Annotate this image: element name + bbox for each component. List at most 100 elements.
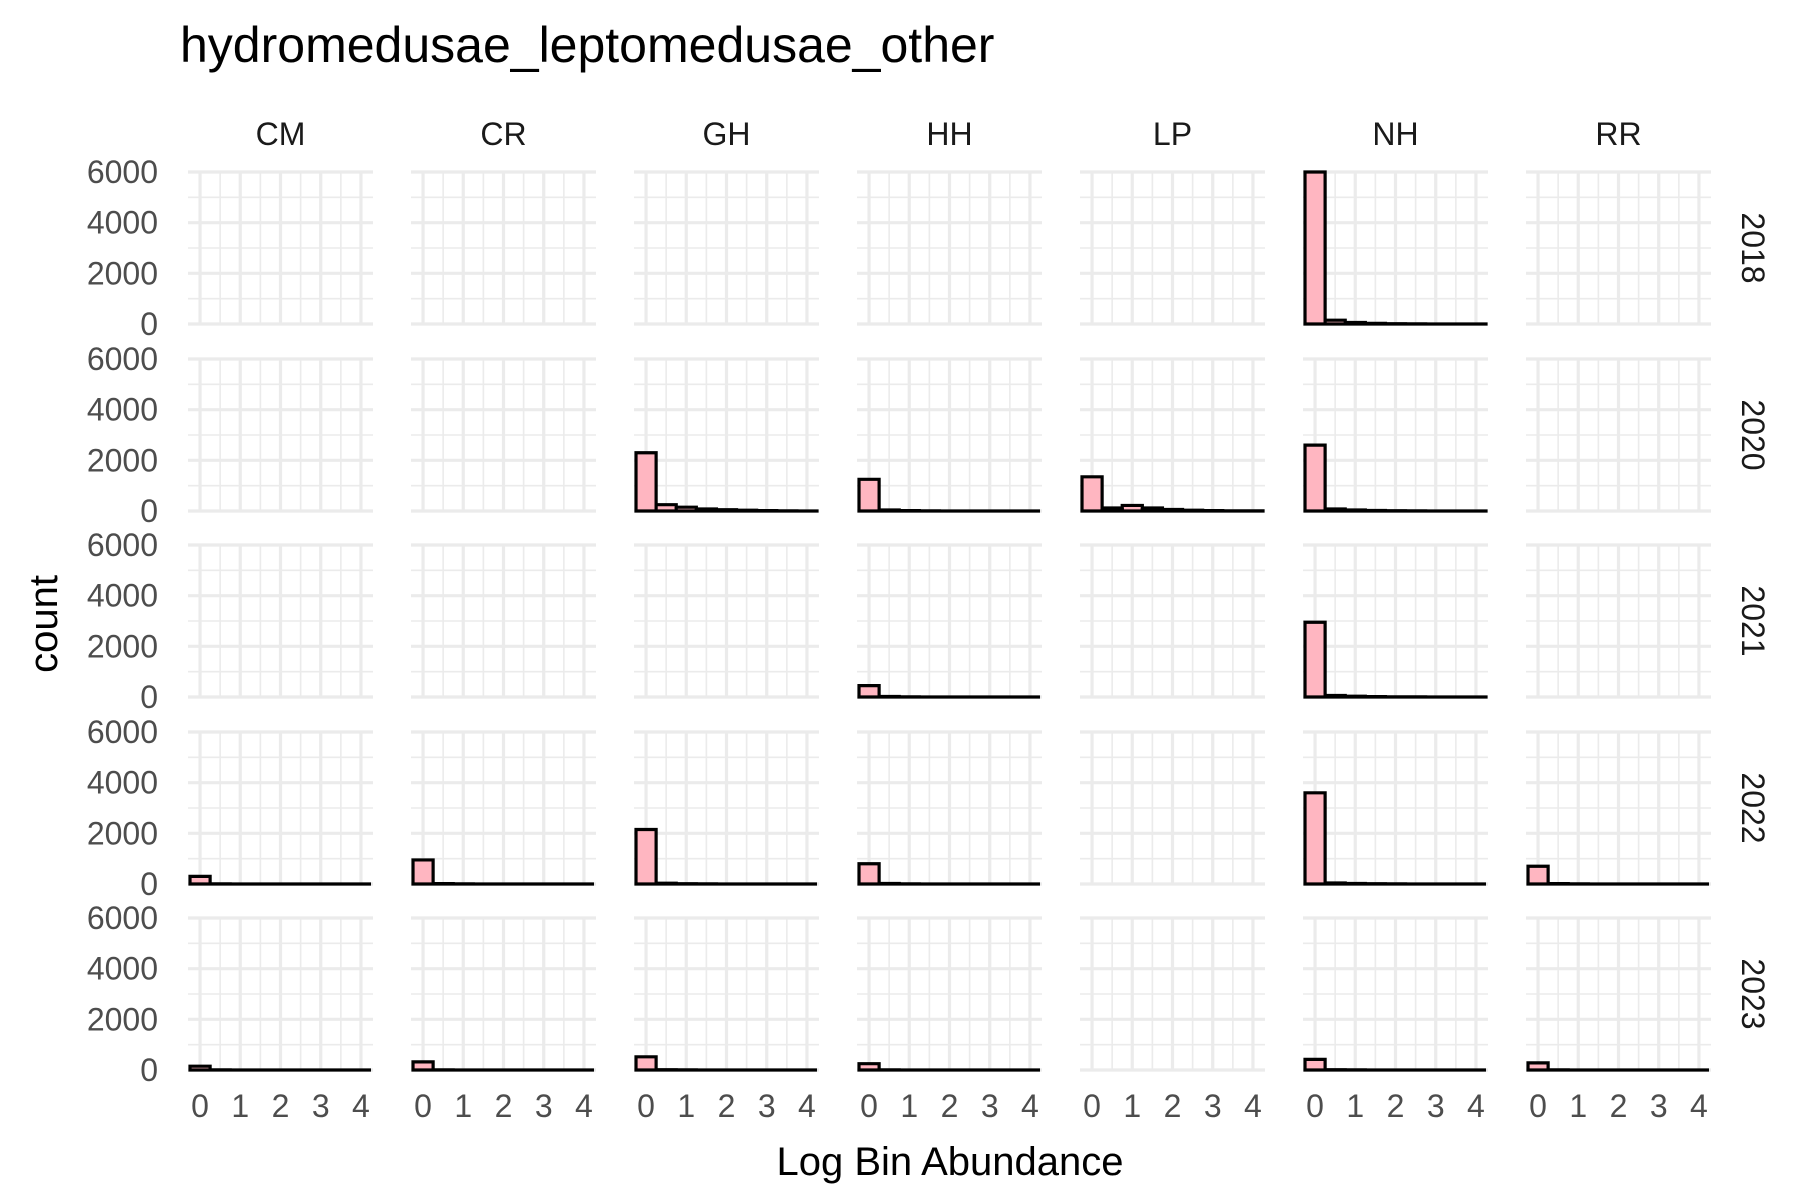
row-strip-label-2022: 2022 bbox=[1735, 772, 1771, 843]
x-tick-label: 4 bbox=[1021, 1088, 1039, 1124]
x-tick-label: 1 bbox=[454, 1088, 472, 1124]
y-tick-label: 0 bbox=[140, 1052, 158, 1088]
x-tick-label: 2 bbox=[1164, 1088, 1182, 1124]
histogram-bar bbox=[859, 1063, 880, 1070]
histogram-bar bbox=[859, 863, 880, 884]
histogram-bar bbox=[1122, 505, 1143, 511]
histogram-outline bbox=[634, 451, 819, 513]
x-tick-label: 3 bbox=[312, 1088, 330, 1124]
facet-panel-CM-2022 bbox=[188, 730, 373, 886]
facet-panel-LP-2023 bbox=[1080, 916, 1265, 1072]
facet-panel-LP-2018 bbox=[1080, 170, 1265, 326]
facet-panel-GH-2021 bbox=[634, 543, 819, 699]
facet-panel-LP-2020 bbox=[1080, 357, 1265, 513]
y-tick-label: 2000 bbox=[87, 1001, 158, 1037]
x-tick-label: 0 bbox=[414, 1088, 432, 1124]
x-tick-label: 4 bbox=[1244, 1088, 1262, 1124]
x-tick-label: 0 bbox=[1083, 1088, 1101, 1124]
x-tick-label: 2 bbox=[1610, 1088, 1628, 1124]
histogram-bar bbox=[859, 685, 880, 697]
histogram-bar bbox=[656, 504, 677, 511]
x-tick-label: 3 bbox=[981, 1088, 999, 1124]
x-tick-label: 0 bbox=[1306, 1088, 1324, 1124]
x-tick-label: 2 bbox=[941, 1088, 959, 1124]
x-tick-label: 0 bbox=[191, 1088, 209, 1124]
y-tick-label: 6000 bbox=[87, 154, 158, 190]
row-strip-label-2018: 2018 bbox=[1735, 212, 1771, 283]
histogram-bar bbox=[1528, 866, 1549, 884]
y-tick-label: 2000 bbox=[87, 628, 158, 664]
histogram-outline bbox=[1303, 620, 1488, 699]
x-tick-label: 0 bbox=[1529, 1088, 1547, 1124]
histogram-bar bbox=[1305, 445, 1326, 511]
facet-panel-HH-2022 bbox=[857, 730, 1042, 886]
facet-panel-LP-2022 bbox=[1080, 730, 1265, 886]
histogram-outline bbox=[1303, 443, 1488, 513]
row-strip-label-2023: 2023 bbox=[1735, 958, 1771, 1029]
facet-panel-RR-2021 bbox=[1526, 543, 1711, 699]
column-strip-label-NH: NH bbox=[1372, 116, 1418, 152]
y-tick-label: 4000 bbox=[87, 392, 158, 428]
histogram-bar bbox=[1305, 622, 1326, 697]
x-tick-label: 2 bbox=[495, 1088, 513, 1124]
facet-panels: 0200040006000201802000400060002020020004… bbox=[87, 116, 1771, 1124]
facet-panel-NH-2021 bbox=[1303, 543, 1488, 699]
column-strip-label-RR: RR bbox=[1595, 116, 1641, 152]
y-tick-label: 2000 bbox=[87, 815, 158, 851]
column-strip-label-CM: CM bbox=[256, 116, 306, 152]
x-tick-label: 2 bbox=[1387, 1088, 1405, 1124]
facet-panel-RR-2022 bbox=[1526, 730, 1711, 886]
y-tick-label: 6000 bbox=[87, 341, 158, 377]
x-tick-label: 2 bbox=[272, 1088, 290, 1124]
column-strip-label-LP: LP bbox=[1153, 116, 1192, 152]
y-tick-label: 4000 bbox=[87, 765, 158, 801]
histogram-bar bbox=[190, 1066, 211, 1070]
x-tick-label: 0 bbox=[637, 1088, 655, 1124]
histogram-outline bbox=[1303, 170, 1488, 326]
x-tick-label: 4 bbox=[1690, 1088, 1708, 1124]
facet-panel-HH-2020 bbox=[857, 357, 1042, 513]
facet-panel-NH-2020 bbox=[1303, 357, 1488, 513]
y-tick-label: 4000 bbox=[87, 578, 158, 614]
histogram-outline bbox=[857, 684, 1040, 699]
facet-panel-RR-2020 bbox=[1526, 357, 1711, 513]
facet-panel-CR-2021 bbox=[411, 543, 596, 699]
histogram-bar bbox=[1305, 172, 1326, 324]
histogram-outline bbox=[411, 858, 594, 886]
y-tick-label: 0 bbox=[140, 306, 158, 342]
column-strip-label-HH: HH bbox=[926, 116, 972, 152]
histogram-bar bbox=[1305, 792, 1326, 884]
histogram-bar bbox=[413, 859, 434, 884]
histogram-outline bbox=[857, 1062, 1040, 1072]
facet-panel-GH-2023 bbox=[634, 916, 819, 1072]
histogram-outline bbox=[634, 1055, 817, 1072]
facet-panel-NH-2018 bbox=[1303, 170, 1488, 326]
x-tick-label: 4 bbox=[575, 1088, 593, 1124]
histogram-outline bbox=[1526, 864, 1709, 886]
facet-panel-CM-2023 bbox=[188, 916, 373, 1072]
histogram-bar bbox=[636, 829, 657, 884]
chart-title: hydromedusae_leptomedusae_other bbox=[180, 17, 994, 73]
histogram-outline bbox=[1303, 791, 1486, 886]
histogram-bar bbox=[1528, 1062, 1549, 1070]
x-tick-label: 3 bbox=[1650, 1088, 1668, 1124]
x-tick-label: 1 bbox=[677, 1088, 695, 1124]
x-tick-label: 1 bbox=[1346, 1088, 1364, 1124]
column-strip-label-GH: GH bbox=[703, 116, 751, 152]
x-tick-label: 3 bbox=[758, 1088, 776, 1124]
y-tick-label: 2000 bbox=[87, 442, 158, 478]
x-tick-label: 3 bbox=[535, 1088, 553, 1124]
y-tick-label: 0 bbox=[140, 679, 158, 715]
x-tick-label: 4 bbox=[1467, 1088, 1485, 1124]
column-strip-label-CR: CR bbox=[480, 116, 526, 152]
facet-panel-CR-2018 bbox=[411, 170, 596, 326]
y-tick-label: 4000 bbox=[87, 951, 158, 987]
x-tick-label: 4 bbox=[798, 1088, 816, 1124]
histogram-bar bbox=[676, 507, 697, 511]
histogram-bar bbox=[1305, 1059, 1326, 1070]
histogram-outline bbox=[857, 862, 1040, 886]
histogram-bar bbox=[190, 876, 211, 884]
histogram-bar bbox=[1325, 320, 1346, 324]
histogram-bar bbox=[413, 1061, 434, 1070]
histogram-bar bbox=[1082, 476, 1103, 511]
